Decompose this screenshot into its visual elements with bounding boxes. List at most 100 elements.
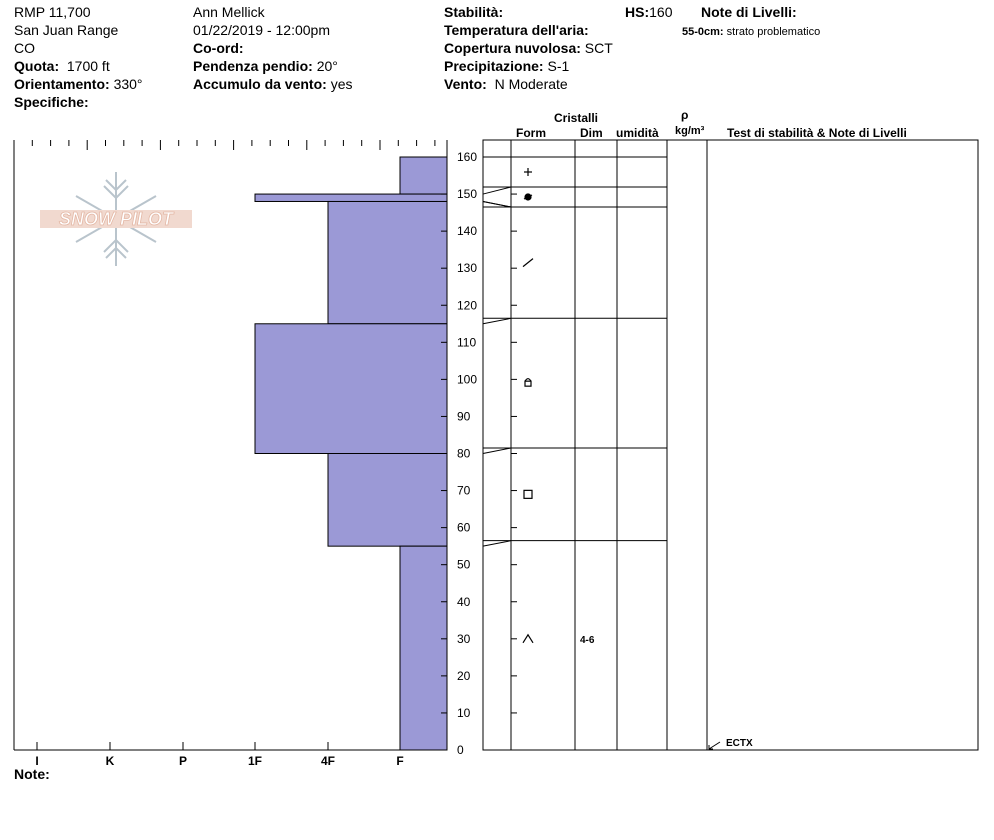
dot-icon (523, 193, 533, 201)
state-name: CO (14, 40, 35, 56)
aspect-value: 330° (113, 76, 143, 92)
aspect-label: Orientamento: (14, 76, 110, 92)
depth-tick-label: 120 (457, 298, 477, 312)
layer-connector-line (482, 186, 512, 195)
slope-row: Pendenza pendio: 20° (193, 58, 338, 75)
logo-text: SNOW PILOT (59, 209, 175, 229)
layer-connector-line (482, 200, 512, 208)
wind-row: Vento: N Moderate (444, 76, 568, 93)
stability-tests: ECTX (708, 738, 753, 750)
hardness-layer-2 (327, 200, 448, 325)
depth-tick-label: 80 (457, 447, 471, 461)
wind-loading-label: Accumulo da vento: (193, 76, 327, 92)
hardness-tick-label: I (35, 754, 38, 768)
layer-note: 55-0cm: strato problematico (682, 24, 820, 41)
notes-label: Note: (14, 766, 50, 782)
hs-value: 160 (649, 4, 673, 20)
depth-tick-label: 50 (457, 558, 471, 572)
slope-label: Pendenza pendio: (193, 58, 313, 74)
hardness-tick-label: P (179, 754, 187, 768)
depth-tick-label: 110 (457, 335, 476, 349)
wind-value: N Moderate (494, 76, 568, 92)
depth-tick-label: 150 (457, 187, 477, 201)
air-temp-label: Temperatura dell'aria: (444, 22, 589, 38)
cloud-label: Copertura nuvolosa: (444, 40, 581, 56)
wind-label: Vento: (444, 76, 487, 92)
hardness-layer-0 (399, 156, 448, 195)
table-depth-ticks (511, 156, 517, 751)
depth-axis: 0 10 20 30 40 50 60 70 80 90 100 110 120 130 140 150 160 (441, 150, 477, 757)
layer-connector-line (482, 447, 512, 454)
snowpilot-logo: SNOW PILOT (40, 172, 192, 266)
slash-icon (522, 258, 534, 268)
precip-row: Precipitazione: S-1 (444, 58, 569, 75)
layer-connector-line (482, 540, 512, 547)
caret-icon (522, 633, 534, 644)
crystals-header: Cristalli (554, 111, 599, 125)
half-square-icon (524, 378, 532, 387)
elevation-label: Quota: (14, 58, 60, 74)
hardness-layer-3 (254, 323, 448, 454)
precip-label: Precipitazione: (444, 58, 544, 74)
hardness-layer-1 (254, 193, 448, 202)
elevation-row: Quota: 1700 ft (14, 58, 110, 75)
depth-tick-label: 130 (457, 261, 477, 275)
range-name: San Juan Range (14, 22, 119, 38)
hardness-tick-label: 4F (321, 754, 335, 768)
crystal-table-frame (482, 139, 979, 751)
crystal-table-rows: 4-6 (482, 156, 667, 646)
depth-tick-label: 10 (457, 706, 471, 720)
depth-tick-label: 30 (457, 632, 471, 646)
stability-test-label: ECTX (726, 738, 753, 749)
hs-row: HS:160 (625, 4, 672, 21)
test-pointer-arrow (708, 745, 713, 750)
hardness-layer-5 (399, 545, 448, 751)
test-pointer (708, 741, 721, 750)
precip-value: S-1 (547, 58, 570, 74)
observer-name: Ann Mellick (193, 4, 265, 20)
depth-tick-label: 90 (457, 409, 471, 423)
layer-note-text: strato problematico (726, 26, 821, 38)
depth-tick-label: 20 (457, 669, 471, 683)
form-header: Form (516, 126, 546, 140)
moisture-header: umidità (616, 126, 659, 140)
cloud-value: SCT (584, 40, 613, 56)
rho-header: ρ (681, 108, 689, 122)
coord-label: Co-ord: (193, 40, 244, 56)
hardness-tick-label: 1F (248, 754, 262, 768)
wind-loading-row: Accumulo da vento: yes (193, 76, 352, 93)
slope-value: 20° (316, 58, 338, 74)
dim-header: Dim (580, 126, 603, 140)
hardness-layers (254, 156, 448, 751)
layer-connector-line (482, 317, 512, 325)
hardness-tick-label: K (106, 754, 115, 768)
crystal-size-label: 4-6 (580, 635, 595, 646)
elevation-value: 1700 ft (66, 58, 110, 74)
hs-label: HS: (625, 4, 650, 20)
tests-header: Test di stabilità & Note di Livelli (727, 126, 907, 140)
depth-tick-label: 60 (457, 521, 471, 535)
hardness-axis: I K P 1F 4F F (35, 742, 404, 768)
depth-tick-label: 0 (457, 743, 464, 757)
depth-tick-label: 100 (457, 372, 477, 386)
square-icon (523, 489, 533, 499)
depth-tick-label: 40 (457, 595, 471, 609)
layer-note-depth: 55-0cm: (682, 26, 724, 38)
wind-loading-value: yes (330, 76, 353, 92)
depth-tick-label: 140 (457, 224, 477, 238)
layer-notes-label: Note di Livelli: (701, 4, 797, 20)
specifics-label: Specifiche: (14, 94, 89, 110)
hardness-layer-4 (327, 453, 448, 547)
depth-tick-label: 70 (457, 484, 471, 498)
density-unit-header: kg/m³ (675, 125, 705, 137)
hardness-tick-label: F (396, 754, 403, 768)
location-name: RMP 11,700 (14, 4, 91, 20)
aspect-row: Orientamento: 330° (14, 76, 143, 93)
stability-label: Stabilità: (444, 4, 504, 20)
depth-tick-label: 160 (457, 150, 477, 164)
plus-icon (524, 168, 532, 176)
hardness-top-ticks (13, 140, 436, 150)
observation-datetime: 01/22/2019 - 12:00pm (193, 22, 330, 38)
cloud-row: Copertura nuvolosa: SCT (444, 40, 613, 57)
